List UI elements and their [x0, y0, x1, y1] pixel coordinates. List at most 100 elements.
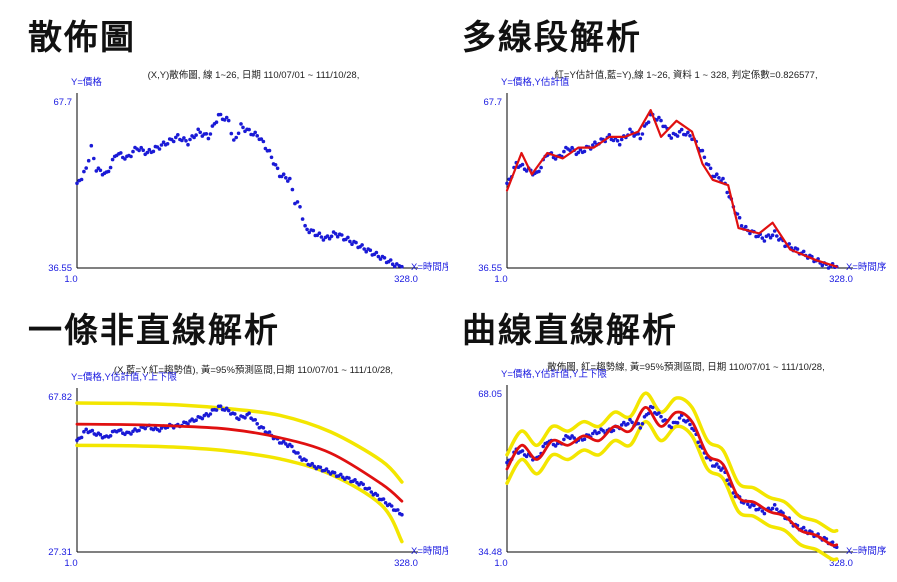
- data-point: [324, 467, 329, 471]
- data-point: [717, 176, 721, 180]
- data-point: [626, 422, 630, 426]
- data-point: [520, 449, 525, 453]
- data-point: [537, 169, 541, 174]
- data-point: [360, 243, 364, 247]
- data-point: [702, 155, 707, 160]
- data-point: [137, 148, 141, 153]
- data-point: [321, 238, 326, 242]
- data-point: [119, 151, 123, 155]
- data-point: [295, 200, 300, 204]
- data-point: [84, 166, 88, 170]
- data-point: [382, 255, 387, 260]
- data-point: [353, 478, 357, 482]
- data-point: [98, 432, 103, 437]
- x-tick-label: 328.0: [829, 558, 853, 569]
- data-point: [770, 506, 775, 511]
- chart-subtitle: 散佈圖, 紅=趨勢線, 黃=95%預測區間, 日期 110/07/01 ~ 11…: [547, 361, 824, 373]
- data-point: [218, 112, 223, 117]
- data-point: [746, 502, 750, 507]
- data-point: [748, 231, 752, 236]
- data-point: [188, 137, 192, 142]
- data-point: [226, 118, 231, 123]
- y-tick-label: 36.55: [48, 263, 72, 274]
- data-point: [106, 169, 111, 174]
- band-line: [75, 401, 404, 484]
- data-point: [151, 149, 156, 154]
- data-point: [157, 147, 162, 151]
- data-point: [619, 423, 624, 427]
- data-point: [706, 163, 711, 167]
- data-point: [640, 132, 645, 136]
- data-point: [669, 425, 674, 430]
- data-point: [210, 124, 215, 128]
- data-point: [317, 231, 322, 235]
- data-point: [288, 176, 292, 181]
- data-point: [715, 462, 719, 466]
- data-point: [290, 444, 294, 449]
- data-point: [157, 429, 162, 433]
- chart-panel-multi-segment: 多線段解析 紅=Y估計值,藍=Y),線 1~26, 資料 1 ~ 328, 判定…: [440, 0, 897, 291]
- data-point: [638, 136, 643, 141]
- data-point: [143, 426, 147, 431]
- data-point: [667, 133, 672, 138]
- data-point: [562, 149, 566, 154]
- data-point: [84, 427, 88, 432]
- data-point: [234, 135, 238, 140]
- data-points: [75, 404, 404, 517]
- data-point: [305, 227, 309, 232]
- data-point: [347, 476, 351, 480]
- data-point: [615, 139, 620, 143]
- data-point: [159, 143, 164, 147]
- data-point: [333, 232, 338, 236]
- data-point: [224, 115, 229, 120]
- data-point: [766, 233, 771, 237]
- chart-panel-curve-linear: 曲線直線解析 散佈圖, 紅=趨勢線, 黃=95%預測區間, 日期 110/07/…: [440, 291, 897, 582]
- data-point: [329, 234, 334, 239]
- data-point: [90, 428, 95, 433]
- data-point: [553, 157, 558, 161]
- data-point: [655, 118, 659, 122]
- data-point: [232, 138, 236, 142]
- data-point: [708, 166, 713, 171]
- data-point: [830, 540, 835, 544]
- x-axis-label: X=時間序: [411, 261, 448, 273]
- data-point: [267, 430, 272, 434]
- data-point: [82, 429, 86, 434]
- data-point: [630, 420, 634, 425]
- data-point: [696, 440, 700, 445]
- y-tick-label: 67.7: [484, 97, 503, 108]
- chart-subtitle: 紅=Y估計值,藍=Y),線 1~26, 資料 1 ~ 328, 判定係數=0.8…: [554, 69, 817, 81]
- data-point: [376, 254, 381, 259]
- y-tick-label: 36.55: [478, 263, 502, 274]
- data-point: [198, 130, 202, 135]
- data-point: [129, 432, 133, 436]
- x-tick-label: 1.0: [494, 558, 507, 569]
- data-point: [237, 417, 241, 422]
- data-point: [607, 133, 612, 137]
- data-point: [737, 215, 742, 220]
- data-point: [241, 125, 245, 130]
- fit-line: [505, 109, 838, 268]
- data-point: [259, 137, 264, 141]
- data-point: [108, 434, 113, 438]
- x-tick-label: 1.0: [64, 558, 77, 569]
- data-point: [715, 172, 719, 176]
- data-point: [208, 412, 213, 416]
- data-point: [261, 139, 266, 144]
- data-point: [760, 509, 765, 513]
- data-point: [820, 263, 825, 268]
- data-point: [145, 150, 150, 155]
- data-point: [206, 136, 211, 141]
- y-tick-label: 68.05: [478, 389, 502, 400]
- data-point: [165, 142, 170, 146]
- data-point: [255, 422, 259, 426]
- data-point: [389, 504, 394, 508]
- panel-title: 曲線直線解析: [462, 311, 678, 351]
- data-point: [267, 148, 272, 153]
- data-point: [619, 137, 624, 142]
- data-point: [367, 486, 372, 491]
- chart-nonlinear: (X,藍=Y,紅=趨勢值), 黃=95%預測區間,日期 110/07/01 ~ …: [48, 364, 448, 569]
- data-point: [760, 236, 765, 240]
- data-point: [617, 142, 622, 147]
- data-point: [281, 172, 286, 176]
